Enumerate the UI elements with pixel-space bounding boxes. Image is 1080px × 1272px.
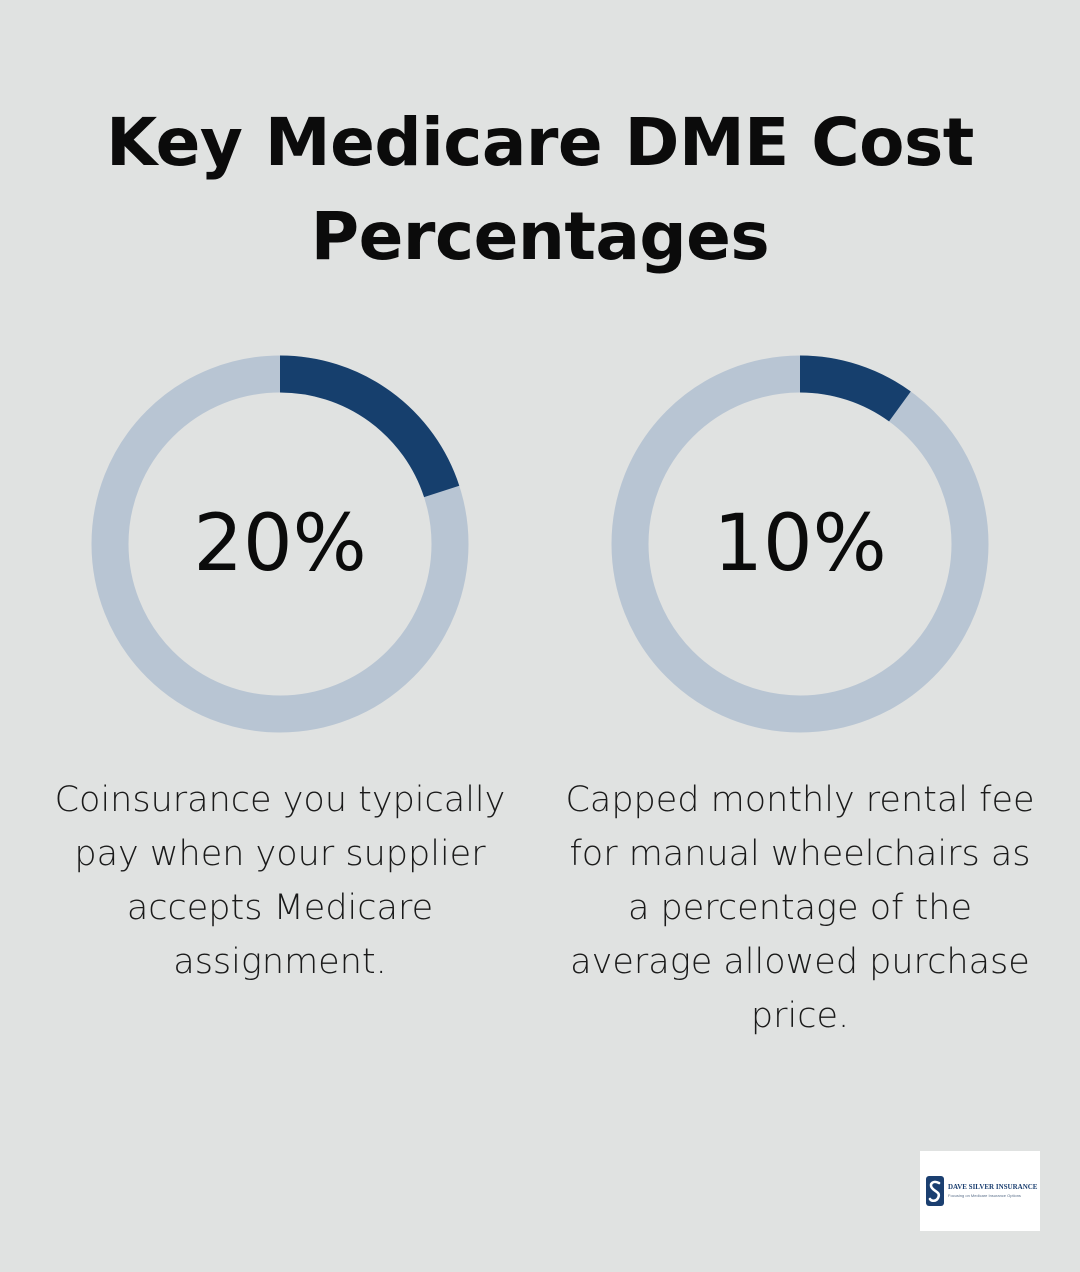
s-monogram-icon	[926, 1176, 944, 1206]
donut-fill-segment	[799, 355, 911, 422]
stat-caption: Capped monthly rental fee for manual whe…	[565, 780, 1035, 1036]
stat-card-wheelchair-rental: 10% Capped monthly rental fee for manual…	[560, 355, 1040, 1043]
logo-tagline: Focusing on Medicare Insurance Options	[948, 1193, 1021, 1198]
logo-name: DAVE SILVER INSURANCE	[948, 1183, 1038, 1191]
company-logo: DAVE SILVER INSURANCE Focusing on Medica…	[920, 1151, 1040, 1231]
donut-chart-wheelchair-rental: 10%	[611, 355, 989, 733]
page-title: Key Medicare DME Cost Percentages	[106, 104, 974, 275]
donut-value-label: 10%	[713, 499, 886, 589]
stat-card-coinsurance: 20% Coinsurance you typically pay when y…	[40, 355, 520, 989]
donut-chart-coinsurance: 20%	[91, 355, 469, 733]
donut-value-label: 20%	[193, 499, 366, 589]
donut-fill-segment	[279, 355, 460, 498]
stat-caption: Coinsurance you typically pay when your …	[54, 780, 506, 982]
